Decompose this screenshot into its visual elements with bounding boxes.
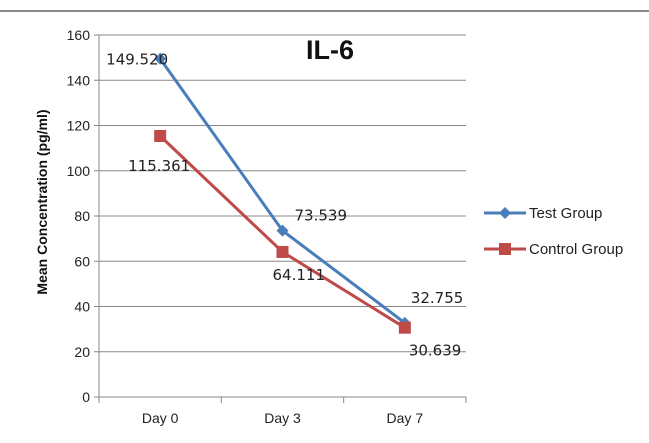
legend-label: Test Group xyxy=(529,205,602,222)
data-label: 73.539 xyxy=(295,207,348,225)
data-point-diamond xyxy=(276,224,289,237)
y-tick-label: 120 xyxy=(67,118,91,134)
y-axis-label: Mean Concentration (pg/ml) xyxy=(34,109,50,294)
legend-marker-square xyxy=(499,243,511,255)
data-point-square xyxy=(276,245,289,258)
y-tick-label: 40 xyxy=(74,299,90,315)
x-tick-label: Day 0 xyxy=(142,410,179,426)
legend: Test Group Control Group xyxy=(484,205,623,258)
y-tick-label: 80 xyxy=(74,208,90,224)
data-point-diamond xyxy=(154,52,167,65)
y-tick-labels: 0 20 40 60 80 100 120 140 160 xyxy=(67,27,91,405)
y-tick-label: 60 xyxy=(74,253,90,269)
legend-marker-diamond xyxy=(499,207,511,219)
data-label: 64.111 xyxy=(273,266,326,284)
legend-item: Test Group xyxy=(484,205,602,222)
data-label: 32.755 xyxy=(411,289,464,307)
x-tick-labels: Day 0 Day 3 Day 7 xyxy=(142,410,423,426)
y-tick-label: 20 xyxy=(74,344,90,360)
series-control-group: 115.361 64.111 30.639 xyxy=(128,129,462,360)
data-label: 149.520 xyxy=(106,51,168,69)
gridlines xyxy=(94,34,466,398)
axes xyxy=(98,35,467,403)
y-tick-label: 160 xyxy=(67,27,91,43)
data-label: 115.361 xyxy=(128,157,190,175)
data-label: 30.639 xyxy=(409,342,462,360)
y-tick-label: 100 xyxy=(67,163,91,179)
y-tick-label: 0 xyxy=(82,389,90,405)
y-tick-label: 140 xyxy=(67,72,91,88)
data-point-square xyxy=(154,129,167,142)
x-tick-label: Day 7 xyxy=(387,410,424,426)
chart-title: IL-6 xyxy=(306,35,354,65)
data-point-square xyxy=(398,321,411,334)
legend-item: Control Group xyxy=(484,241,623,258)
legend-label: Control Group xyxy=(529,241,623,258)
x-tick-label: Day 3 xyxy=(264,410,301,426)
series-test-group: 149.520 73.539 32.755 xyxy=(106,51,463,329)
series-group: 149.520 73.539 32.755 115.361 64.111 30.639 xyxy=(106,51,463,360)
